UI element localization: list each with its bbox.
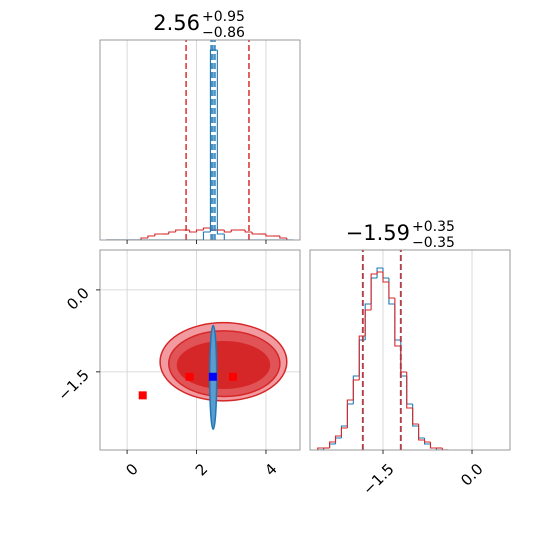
x-tick-label: 0.0	[457, 460, 487, 490]
histogram-step	[334, 437, 342, 444]
histogram-step	[223, 234, 232, 240]
marker	[185, 372, 194, 381]
histogram-step	[346, 403, 354, 426]
histogram-step	[265, 234, 273, 237]
x-tick-label: −1.5	[359, 460, 397, 498]
histogram-step	[202, 231, 211, 240]
histogram-step	[168, 231, 176, 234]
y-tick-label: 0.0	[63, 284, 93, 314]
histogram-step	[195, 229, 204, 232]
histogram-step	[429, 442, 437, 449]
histogram-step	[147, 235, 155, 238]
histogram-step	[382, 268, 389, 279]
histogram-step	[140, 237, 148, 240]
marker	[228, 372, 237, 381]
panel-title-upper: +0.95	[202, 9, 245, 25]
panel	[106, 40, 294, 240]
histogram-step	[244, 230, 253, 233]
histogram-step	[202, 227, 211, 230]
histogram-step	[340, 427, 348, 436]
histogram-step	[394, 298, 401, 347]
histogram-step	[189, 230, 197, 233]
y-tick-label: −1.5	[54, 366, 92, 404]
histogram-step	[216, 50, 225, 235]
histogram-step	[435, 448, 443, 450]
panel	[317, 250, 473, 450]
histogram-step	[329, 443, 336, 448]
histogram-step	[175, 229, 183, 232]
histogram-step	[223, 230, 232, 233]
histogram-step	[429, 444, 437, 449]
histogram-step	[317, 447, 324, 450]
histogram-step	[376, 271, 383, 274]
x-tick-label: 4	[261, 460, 280, 479]
marker	[208, 372, 217, 381]
histogram-step	[364, 303, 372, 340]
histogram-step	[376, 267, 383, 278]
histogram-step	[364, 309, 372, 336]
histogram-step	[388, 282, 395, 299]
contour	[176, 341, 271, 390]
histogram-step	[251, 232, 260, 235]
panel-title-lower: −0.35	[412, 235, 455, 251]
x-tick-label: 2	[192, 460, 211, 479]
histogram-step	[412, 404, 419, 427]
histogram-step	[329, 441, 336, 448]
panel-title-upper: +0.35	[412, 219, 455, 235]
histogram-step	[406, 376, 413, 405]
histogram-step	[346, 399, 354, 428]
histogram-step	[370, 273, 378, 310]
panel-frame	[309, 249, 511, 451]
histogram-step	[382, 272, 389, 283]
histogram-step	[412, 408, 419, 425]
panel-title: −1.59	[346, 221, 410, 245]
histogram-step	[230, 229, 239, 232]
histogram-step	[286, 238, 294, 240]
histogram-step	[418, 424, 425, 441]
histogram-step	[406, 372, 413, 409]
histogram-step	[423, 440, 431, 443]
panel-title-lower: −0.86	[202, 25, 245, 41]
histogram-step	[423, 438, 431, 445]
marker	[138, 391, 147, 400]
histogram-step	[279, 236, 287, 239]
histogram-step	[441, 448, 449, 450]
histogram-step	[352, 379, 360, 400]
panel	[100, 250, 300, 450]
panel-frame	[99, 39, 301, 241]
histogram-step	[154, 233, 162, 236]
x-tick-label: 0	[122, 460, 141, 479]
histogram-step	[388, 278, 395, 305]
panel-frame	[99, 249, 301, 451]
histogram-step	[370, 277, 378, 304]
histogram-step	[334, 435, 342, 442]
histogram-step	[418, 426, 425, 439]
panel-title: 2.56	[153, 11, 200, 35]
